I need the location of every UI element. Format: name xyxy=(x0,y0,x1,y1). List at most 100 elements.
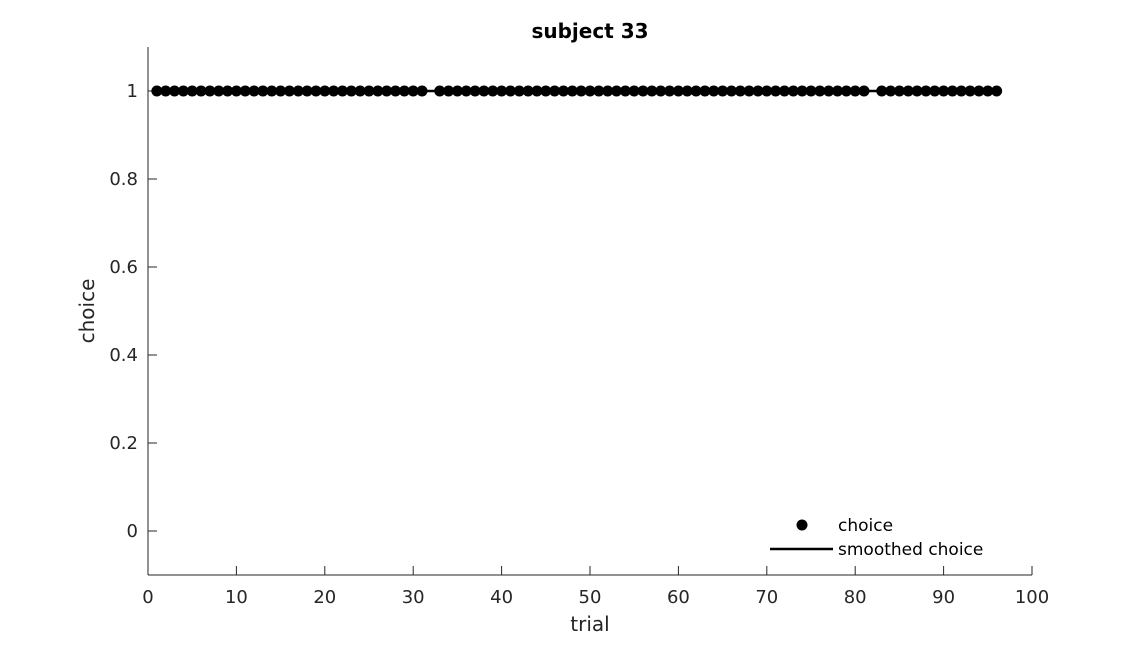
choice-point xyxy=(911,85,923,97)
choice-point xyxy=(275,85,287,97)
choice-point xyxy=(602,85,614,97)
choice-point xyxy=(655,85,667,97)
choice-point xyxy=(478,85,490,97)
choice-point xyxy=(292,85,304,97)
choice-point xyxy=(611,85,623,97)
choice-point xyxy=(832,85,844,97)
choice-point xyxy=(469,85,481,97)
x-tick-label: 90 xyxy=(932,587,955,608)
choice-point xyxy=(761,85,773,97)
choice-point xyxy=(823,85,835,97)
choice-point xyxy=(266,85,278,97)
choice-point xyxy=(991,85,1003,97)
choice-point xyxy=(699,85,711,97)
plot-area xyxy=(151,85,1003,97)
choice-point xyxy=(151,85,163,97)
choice-point xyxy=(849,85,861,97)
choice-point xyxy=(390,85,402,97)
choice-point xyxy=(213,85,225,97)
choice-point xyxy=(646,85,658,97)
choice-point xyxy=(239,85,251,97)
choice-point xyxy=(230,85,242,97)
choice-point xyxy=(372,85,384,97)
x-tick-label: 50 xyxy=(579,587,602,608)
x-tick-label: 10 xyxy=(225,587,248,608)
choice-point xyxy=(336,85,348,97)
choice-point xyxy=(938,85,950,97)
x-axis-label: trial xyxy=(570,612,609,636)
choice-point xyxy=(743,85,755,97)
choice-point xyxy=(443,85,455,97)
y-tick-label: 1 xyxy=(127,81,138,102)
y-tick-label: 0.6 xyxy=(109,257,138,278)
x-tick-label: 0 xyxy=(142,587,153,608)
choice-point xyxy=(522,85,534,97)
choice-point xyxy=(416,85,428,97)
choice-point xyxy=(628,85,640,97)
choice-point xyxy=(805,85,817,97)
choice-point xyxy=(177,85,189,97)
choice-point xyxy=(584,85,596,97)
chart-title: subject 33 xyxy=(531,19,648,43)
choice-point xyxy=(222,85,234,97)
choice-point xyxy=(575,85,587,97)
choice-point xyxy=(381,85,393,97)
choice-point xyxy=(973,85,985,97)
choice-point xyxy=(540,85,552,97)
legend-choice-marker xyxy=(796,519,808,531)
choice-point xyxy=(186,85,198,97)
choice-point xyxy=(725,85,737,97)
choice-point xyxy=(946,85,958,97)
choice-point xyxy=(690,85,702,97)
y-tick-label: 0.8 xyxy=(109,169,138,190)
choice-point xyxy=(778,85,790,97)
choice-point xyxy=(955,85,967,97)
x-tick-label: 100 xyxy=(1015,587,1049,608)
choice-point xyxy=(593,85,605,97)
tick-labels: 0 10 20 30 40 50 60 70 80 90 100 0 0.2 0.4 0.6 0.8 1 xyxy=(109,81,1049,608)
legend-choice-label: choice xyxy=(838,516,893,536)
choice-point xyxy=(566,85,578,97)
choice-point xyxy=(204,85,216,97)
choice-point xyxy=(257,85,269,97)
choice-point xyxy=(964,85,976,97)
choice-point xyxy=(531,85,543,97)
choice-point xyxy=(752,85,764,97)
y-tick-label: 0.4 xyxy=(109,345,138,366)
choice-point xyxy=(513,85,525,97)
choice-point xyxy=(310,85,322,97)
choice-point xyxy=(557,85,569,97)
choice-point xyxy=(169,85,181,97)
choice-point xyxy=(885,85,897,97)
choice-point xyxy=(319,85,331,97)
choice-point xyxy=(920,85,932,97)
choice-point xyxy=(982,85,994,97)
choice-point xyxy=(681,85,693,97)
choice-point xyxy=(407,85,419,97)
choice-point xyxy=(734,85,746,97)
choice-point xyxy=(301,85,313,97)
choice-point xyxy=(398,85,410,97)
choice-point xyxy=(717,85,729,97)
x-tick-label: 70 xyxy=(755,587,778,608)
choice-point xyxy=(664,85,676,97)
choice-point xyxy=(770,85,782,97)
choice-point xyxy=(345,85,357,97)
choice-point xyxy=(504,85,516,97)
x-tick-label: 30 xyxy=(402,587,425,608)
choice-point xyxy=(451,85,463,97)
y-tick-label: 0.2 xyxy=(109,433,138,454)
choice-point xyxy=(460,85,472,97)
choice-point xyxy=(876,85,888,97)
x-tick-label: 80 xyxy=(844,587,867,608)
choice-point xyxy=(496,85,508,97)
choice-point xyxy=(840,85,852,97)
axes xyxy=(147,47,1033,576)
choice-point xyxy=(549,85,561,97)
choice-point xyxy=(672,85,684,97)
y-axis-label: choice xyxy=(75,279,99,344)
choice-point xyxy=(893,85,905,97)
x-tick-label: 60 xyxy=(667,587,690,608)
choice-point xyxy=(328,85,340,97)
